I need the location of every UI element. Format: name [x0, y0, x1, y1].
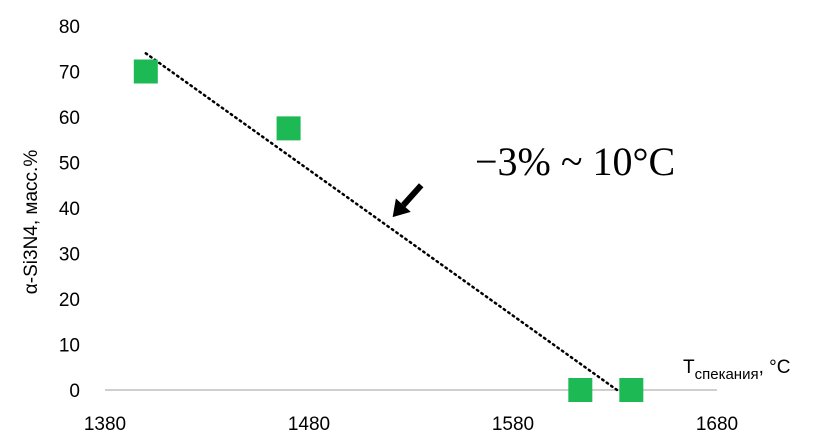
annotation: −3% ~ 10°C — [392, 139, 675, 218]
y-tick-label: 0 — [69, 381, 80, 402]
x-axis-title-unit: , °C — [759, 357, 791, 378]
annotation-arrow-head — [392, 198, 411, 218]
x-axis-title-main: T — [683, 357, 695, 378]
y-tick-label: 50 — [59, 154, 80, 175]
y-tick-label: 40 — [59, 199, 80, 220]
trendline — [144, 52, 619, 392]
x-tick-label: 1680 — [696, 414, 738, 435]
y-tick-label: 60 — [59, 108, 80, 129]
x-tick-labels: 1380 1480 1580 1680 — [84, 414, 738, 435]
y-tick-labels: 0 10 20 30 40 50 60 70 80 — [59, 17, 80, 402]
y-tick-label: 10 — [59, 336, 80, 357]
x-axis-title: Tспекания, °C — [683, 357, 790, 383]
data-point — [133, 59, 158, 84]
annotation-arrow — [401, 183, 424, 208]
data-point — [568, 378, 593, 402]
annotation-text: −3% ~ 10°C — [475, 139, 675, 184]
data-point — [619, 378, 644, 402]
data-points — [133, 59, 644, 402]
y-tick-label: 80 — [59, 17, 80, 38]
x-tick-label: 1580 — [492, 414, 534, 435]
x-axis-title-sub: спекания — [695, 366, 759, 383]
x-tick-label: 1480 — [288, 414, 330, 435]
x-tick-label: 1380 — [84, 414, 126, 435]
y-tick-label: 20 — [59, 290, 80, 311]
y-tick-label: 70 — [59, 63, 80, 84]
data-point — [276, 116, 301, 141]
y-tick-label: 30 — [59, 245, 80, 266]
y-axis-title: α-Si3N4, масс.% — [21, 150, 42, 295]
